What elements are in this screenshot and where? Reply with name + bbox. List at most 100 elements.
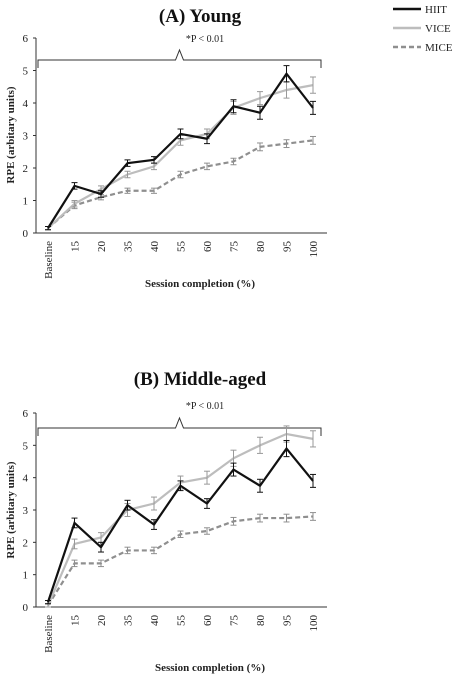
panel-middle-aged: (B) Middle-aged Session completion (%) R… xyxy=(5,369,327,674)
series-line-vice xyxy=(46,432,314,606)
x-tick-label: 60 xyxy=(202,615,214,627)
error-bar xyxy=(204,162,210,171)
series-line-hiit xyxy=(47,71,314,229)
error-bar xyxy=(283,439,290,458)
y-tick-label: 4 xyxy=(23,473,29,485)
series-mice xyxy=(45,135,316,231)
y-tick-label: 3 xyxy=(23,505,29,517)
y-tick-label: 0 xyxy=(23,228,29,240)
error-bar xyxy=(177,480,184,492)
error-bar xyxy=(124,546,131,555)
x-tick-label: 55 xyxy=(176,615,188,627)
legend-label-vice: VICE xyxy=(425,23,451,35)
error-bar xyxy=(310,135,316,145)
x-tick-label: 80 xyxy=(255,241,267,253)
error-bar xyxy=(124,170,131,179)
significance-bracket xyxy=(37,48,322,68)
series-line-vice xyxy=(47,84,314,229)
error-bar xyxy=(230,157,237,166)
error-bar xyxy=(257,436,263,454)
legend: HIIT VICE MICE xyxy=(393,4,453,54)
error-bar xyxy=(257,513,263,523)
error-bar xyxy=(151,519,157,530)
x-tick-label: 35 xyxy=(123,615,135,627)
series-vice xyxy=(45,425,316,608)
error-bar xyxy=(310,76,316,94)
panel-young: (A) Young Session completion (%) RPE (ar… xyxy=(5,6,327,290)
error-bar xyxy=(257,91,263,106)
y-tick-label: 1 xyxy=(23,196,29,208)
x-tick-label: 20 xyxy=(96,615,108,627)
x-tick-label: 75 xyxy=(229,241,241,253)
x-axis-label: Session completion (%) xyxy=(155,662,265,674)
error-bar xyxy=(151,156,157,164)
series-hiit xyxy=(45,439,316,605)
chart-title: (A) Young xyxy=(159,6,242,27)
y-tick-label: 3 xyxy=(23,131,29,143)
error-bar xyxy=(98,559,104,568)
error-bar xyxy=(204,470,210,485)
error-bar xyxy=(283,513,290,523)
error-bar xyxy=(98,190,104,198)
error-bar xyxy=(98,541,104,553)
x-tick-label: 60 xyxy=(202,241,214,253)
error-bar xyxy=(230,99,237,114)
error-bar xyxy=(257,478,263,493)
x-tick-label: 75 xyxy=(229,615,241,627)
series-line-hiit xyxy=(46,446,314,603)
y-tick-label: 1 xyxy=(23,570,29,582)
x-tick-label: 55 xyxy=(176,241,188,253)
series-line-mice xyxy=(47,139,314,229)
significance-label: *P < 0.01 xyxy=(186,34,224,45)
legend-label-hiit: HIIT xyxy=(425,4,447,16)
y-tick-label: 6 xyxy=(23,33,29,45)
error-bar xyxy=(71,182,78,190)
error-bar xyxy=(310,100,316,115)
error-bar xyxy=(71,559,78,568)
error-bar xyxy=(45,600,51,605)
error-bar xyxy=(151,546,157,555)
error-bar xyxy=(45,226,51,231)
error-bar xyxy=(124,187,131,194)
x-tick-label: 20 xyxy=(96,241,108,253)
error-bar xyxy=(283,65,290,83)
error-bar xyxy=(204,133,210,145)
x-axis-label: Session completion (%) xyxy=(145,278,255,290)
error-bar xyxy=(204,498,210,509)
series-vice xyxy=(45,76,316,231)
series-line-mice xyxy=(47,515,314,606)
x-tick-label: Baseline xyxy=(43,615,55,653)
y-tick-label: 5 xyxy=(23,66,29,78)
error-bar xyxy=(257,105,263,120)
error-bar xyxy=(151,187,157,194)
y-tick-label: 6 xyxy=(23,408,29,420)
x-tick-label: 15 xyxy=(70,615,82,627)
y-tick-label: 4 xyxy=(23,98,29,110)
error-bar xyxy=(151,496,157,511)
y-tick-label: 2 xyxy=(23,537,29,549)
error-bar xyxy=(71,200,78,208)
series-hiit xyxy=(45,65,316,231)
error-bar xyxy=(124,159,131,167)
series-mice xyxy=(45,512,316,608)
y-tick-label: 5 xyxy=(23,440,29,452)
x-tick-label: 35 xyxy=(123,241,135,253)
error-bar xyxy=(257,142,263,152)
x-tick-label: 95 xyxy=(282,615,294,627)
x-tick-label: 40 xyxy=(149,615,161,627)
error-bar xyxy=(310,430,316,448)
x-tick-label: 100 xyxy=(308,615,320,632)
error-bar xyxy=(124,499,131,511)
error-bar xyxy=(204,527,210,535)
error-bar xyxy=(310,512,316,521)
error-bar xyxy=(283,139,290,149)
error-bar xyxy=(177,128,184,140)
x-tick-label: 40 xyxy=(149,241,161,253)
significance-bracket xyxy=(37,416,322,436)
y-axis-label: RPE (arbitary units) xyxy=(5,461,17,559)
error-bar xyxy=(310,473,316,488)
significance-label: *P < 0.01 xyxy=(186,401,224,412)
error-bar xyxy=(177,530,184,538)
error-bar xyxy=(71,538,78,550)
